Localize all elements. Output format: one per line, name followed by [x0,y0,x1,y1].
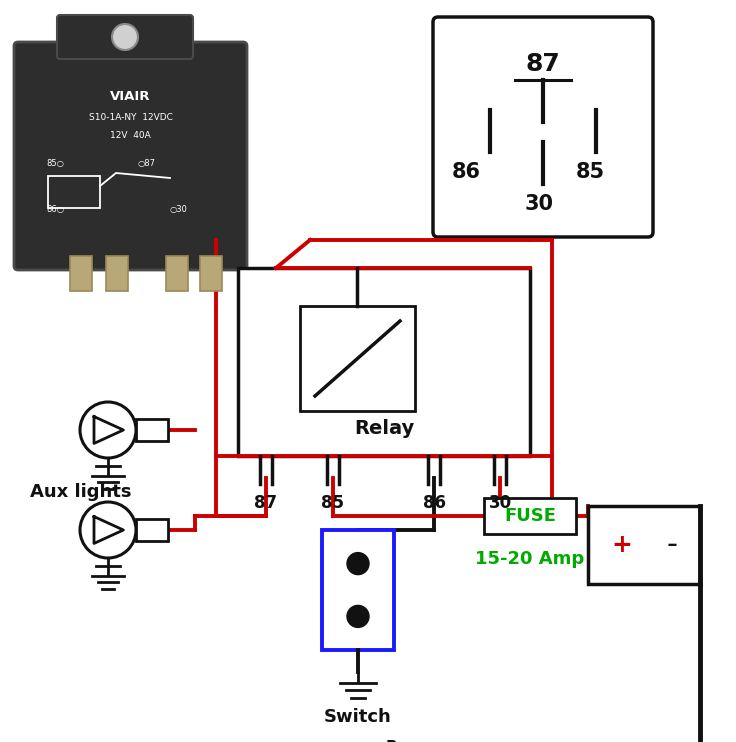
Text: ○87: ○87 [138,159,156,168]
Text: 85: 85 [322,494,344,512]
FancyBboxPatch shape [57,15,193,59]
Text: 30: 30 [525,194,554,214]
Text: 85○: 85○ [46,159,64,168]
Text: VIAIR: VIAIR [110,90,151,103]
Text: 86: 86 [422,494,445,512]
Circle shape [347,553,369,574]
Text: 85: 85 [576,162,605,182]
Text: ○30: ○30 [170,205,188,214]
Text: 86: 86 [452,162,481,182]
FancyBboxPatch shape [14,42,247,270]
Text: 86○: 86○ [46,205,64,214]
Bar [136,519,169,541]
Text: FUSE: FUSE [504,507,556,525]
Text: 87: 87 [526,52,560,76]
Bar [70,256,92,291]
FancyBboxPatch shape [433,17,653,237]
Circle shape [112,24,138,50]
Text: S10-1A-NY  12VDC: S10-1A-NY 12VDC [88,113,172,122]
Bar [200,256,222,291]
Bar [322,530,394,650]
Bar [238,268,530,456]
Text: Relay: Relay [354,419,414,438]
Bar [136,419,169,441]
Bar [48,176,100,208]
Text: Aux lights: Aux lights [30,483,132,501]
Text: Power source
- battery
- low-beam
- head-beam: Power source - battery - low-beam - head… [386,740,502,742]
Bar [484,498,576,534]
Circle shape [347,605,369,628]
Text: 15-20 Amp: 15-20 Amp [475,550,584,568]
Bar [106,256,128,291]
Text: 30: 30 [489,494,512,512]
Text: -: - [667,531,678,559]
Text: 12V  40A: 12V 40A [110,131,151,140]
Text: 87: 87 [255,494,277,512]
Bar [166,256,188,291]
Bar [588,506,700,584]
Bar [300,306,415,411]
Text: Switch: Switch [324,708,392,726]
Text: +: + [611,533,632,557]
